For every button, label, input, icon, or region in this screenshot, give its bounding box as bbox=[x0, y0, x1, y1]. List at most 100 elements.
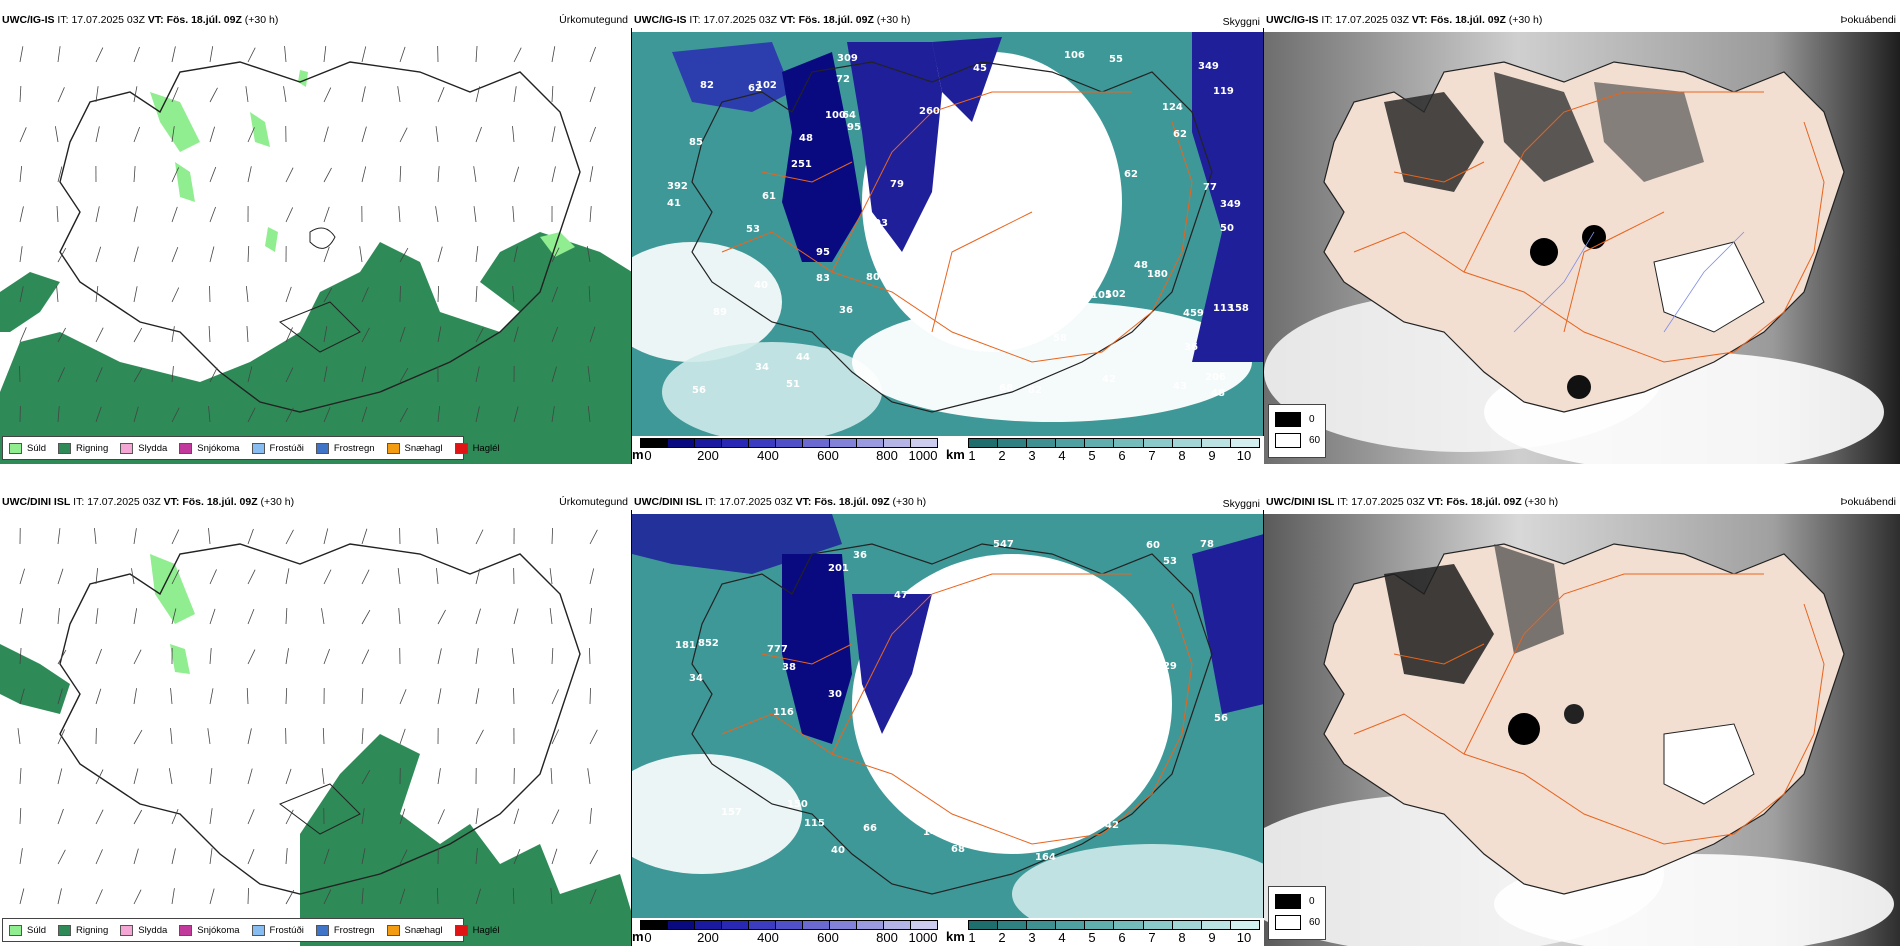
scale-unit: m bbox=[632, 447, 644, 462]
wind-barb bbox=[19, 888, 25, 905]
lead-time: (+30 h) bbox=[244, 14, 279, 26]
wind-barb bbox=[133, 729, 143, 745]
wind-barb bbox=[209, 569, 217, 585]
wind-barb bbox=[171, 87, 179, 103]
cloudbase-value-label: 80 bbox=[866, 272, 880, 283]
precip-panel-top: UWC/IG-IS IT: 17.07.2025 03Z VT: Fös. 18… bbox=[0, 12, 632, 464]
wind-barb bbox=[323, 528, 329, 545]
cloudbase-value-label: 201 bbox=[828, 563, 849, 574]
wind-barb bbox=[550, 768, 553, 785]
cloudbase-value-label: 44 bbox=[796, 352, 810, 363]
fog-legend-row: 0 bbox=[1275, 412, 1315, 427]
wind-barb bbox=[19, 327, 27, 343]
wind-barb bbox=[95, 608, 99, 625]
fog-legend: 0 60 bbox=[1268, 886, 1326, 940]
cloudbase-scale: m 0 200 400 600 800 1000 bbox=[632, 436, 942, 464]
colorbar-step bbox=[969, 439, 999, 447]
wind-barb bbox=[284, 46, 287, 63]
wind-barb bbox=[513, 86, 517, 103]
wind-barb bbox=[19, 848, 23, 865]
cloudbase-value-label: 158 bbox=[1228, 303, 1249, 314]
cloudbase-value-label: 82 bbox=[700, 80, 714, 91]
it-label: IT: bbox=[57, 14, 69, 26]
colorbar-step bbox=[722, 921, 749, 929]
legend-label: Haglél bbox=[472, 442, 500, 454]
wind-barb bbox=[209, 608, 216, 625]
wind-barb bbox=[361, 528, 368, 545]
wind-barb bbox=[475, 366, 480, 383]
wind-barb bbox=[171, 206, 178, 223]
cloudbase-value-label: 129 bbox=[1156, 661, 1177, 672]
colorbar-step bbox=[1114, 439, 1144, 447]
panel-divider bbox=[631, 494, 632, 946]
cloudbase-value-label: 79 bbox=[890, 179, 904, 190]
wind-barb bbox=[321, 608, 325, 625]
wind-barb bbox=[245, 286, 249, 303]
cloudbase-value-label: 217 bbox=[1113, 755, 1134, 766]
legend-swatch bbox=[179, 924, 193, 936]
wind-barb bbox=[399, 407, 409, 423]
colorbar-step bbox=[803, 439, 830, 447]
wind-barb bbox=[397, 568, 401, 585]
fog-legend-row: 0 bbox=[1275, 894, 1315, 909]
wind-barb bbox=[171, 167, 180, 183]
vt-value: Fös. 18.júl. 09Z bbox=[798, 14, 874, 26]
wind-barb bbox=[57, 46, 61, 63]
cloudbase-value-label: 777 bbox=[767, 644, 788, 655]
wind-barb bbox=[209, 808, 213, 825]
wind-barb bbox=[323, 366, 328, 383]
wind-barb bbox=[513, 166, 520, 183]
wind-barb bbox=[551, 86, 554, 103]
wind-barb bbox=[437, 87, 445, 103]
wind-barb bbox=[209, 848, 213, 865]
legend-swatch bbox=[386, 442, 400, 454]
wind-barb bbox=[247, 407, 256, 423]
wind-barb bbox=[551, 648, 554, 665]
scale-tick: 6 bbox=[1118, 930, 1126, 945]
legend-item: Haglél bbox=[454, 442, 500, 454]
wind-barb bbox=[361, 126, 367, 143]
scale-tick: 1000 bbox=[908, 930, 938, 945]
wind-barb bbox=[436, 568, 439, 585]
colorbar-step bbox=[1114, 921, 1144, 929]
wind-barb bbox=[551, 527, 553, 545]
wind-barb bbox=[247, 649, 256, 665]
wind-barb bbox=[435, 126, 439, 143]
colorbar-step bbox=[749, 921, 776, 929]
wind-barb bbox=[209, 46, 214, 63]
cloudbase-value-label: 42 bbox=[1102, 374, 1116, 385]
wind-barb bbox=[209, 768, 213, 785]
parameter-title: Úrkomutegund bbox=[559, 14, 628, 26]
wind-barb bbox=[549, 568, 553, 585]
wind-barb bbox=[361, 327, 370, 343]
parameter-title: Þokuábendi bbox=[1840, 496, 1896, 508]
it-label: IT: bbox=[73, 496, 85, 508]
cloudbase-value-label: 42 bbox=[1055, 784, 1069, 795]
legend-item: Frostúði bbox=[251, 442, 304, 454]
visibility-scale: km 1 2 3 4 5 6 7 8 9 10 bbox=[942, 436, 1264, 464]
wind-barb bbox=[511, 648, 515, 665]
scale-tick: 9 bbox=[1208, 448, 1216, 463]
scale-tick: 10 bbox=[1236, 448, 1252, 463]
panel-header: UWC/IG-IS IT: 17.07.2025 03Z VT: Fös. 18… bbox=[632, 12, 1264, 28]
wind-barb bbox=[589, 849, 598, 865]
cloudbase-value-label: 42 bbox=[1086, 660, 1100, 671]
cloudbase-value-label: 392 bbox=[667, 181, 688, 192]
wind-barb bbox=[323, 326, 328, 343]
wind-barb bbox=[361, 406, 368, 423]
legend-item: Rigning bbox=[58, 924, 108, 936]
cloudbase-value-label: 119 bbox=[1213, 86, 1234, 97]
wind-barb bbox=[399, 808, 406, 825]
parameter-title: Þokuábendi bbox=[1840, 14, 1896, 26]
cloudbase-scale: m 0 200 400 600 800 1000 bbox=[632, 918, 942, 946]
wind-barb bbox=[19, 86, 22, 103]
cloudbase-value-label: 251 bbox=[791, 159, 812, 170]
cloudbase-value-label: 48 bbox=[1211, 388, 1225, 399]
cloudbase-value-label: 34 bbox=[755, 362, 769, 373]
lead-time: (+30 h) bbox=[892, 496, 927, 508]
wind-barb bbox=[551, 366, 557, 383]
scale-tick: 800 bbox=[876, 930, 898, 945]
wind-barb bbox=[56, 286, 59, 303]
wind-barb bbox=[399, 689, 407, 705]
